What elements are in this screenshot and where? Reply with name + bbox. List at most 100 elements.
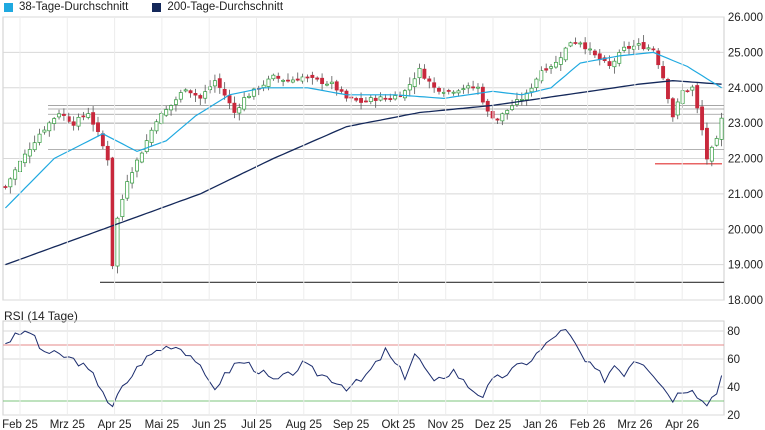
candle-body xyxy=(617,52,622,64)
rsi-tick-label: 80 xyxy=(727,326,740,338)
candle-body xyxy=(568,42,573,47)
candle-body xyxy=(685,90,690,93)
candle-body xyxy=(675,101,680,116)
candle-body xyxy=(456,90,461,94)
candle-body xyxy=(193,93,198,96)
candle-body xyxy=(32,142,37,151)
candle-body xyxy=(666,79,670,100)
price-tick-label: 21.000 xyxy=(728,189,763,201)
price-tick-label: 26.000 xyxy=(728,12,763,24)
candle-body xyxy=(120,199,125,217)
candle-body xyxy=(597,53,602,60)
x-tick-label: Apr 26 xyxy=(665,419,699,430)
candle-body xyxy=(169,105,174,111)
legend-swatch-ma38 xyxy=(4,2,13,12)
candle-body xyxy=(407,84,412,91)
candle-body xyxy=(320,77,325,85)
candle-body xyxy=(700,106,705,131)
price-tick-label: 18.000 xyxy=(728,295,763,307)
candle-body xyxy=(57,113,61,118)
candle-body xyxy=(212,80,217,87)
legend-label-ma38: 38-Tage-Durchschnitt xyxy=(19,1,129,13)
candle-body xyxy=(417,67,422,79)
candle-body xyxy=(388,98,393,100)
candle-body xyxy=(110,157,115,267)
x-tick-label: Okt 25 xyxy=(381,419,415,430)
candle-body xyxy=(125,181,130,199)
candle-body xyxy=(305,76,310,79)
candle-body xyxy=(3,186,8,188)
candle-body xyxy=(393,95,398,100)
candle-body xyxy=(86,113,91,118)
candle-body xyxy=(315,77,320,80)
candle-body xyxy=(622,46,627,51)
candle-body xyxy=(553,61,558,68)
candle-body xyxy=(359,98,364,103)
ma200-line xyxy=(5,80,722,266)
candle-body xyxy=(709,146,714,162)
candle-body xyxy=(222,88,227,96)
price-tick-label: 25.000 xyxy=(728,47,763,59)
x-tick-label: Jan 26 xyxy=(523,419,558,430)
x-tick-label: Sep 25 xyxy=(333,419,369,430)
candle-body xyxy=(437,88,441,92)
rsi-line xyxy=(5,328,723,408)
candle-body xyxy=(135,159,139,172)
candle-body xyxy=(461,88,466,91)
candle-body xyxy=(100,133,105,147)
candle-body xyxy=(281,79,286,82)
price-tick-label: 23.000 xyxy=(728,118,763,130)
candle-body xyxy=(719,117,724,140)
candle-body xyxy=(247,95,251,98)
rsi-grid xyxy=(2,320,725,416)
candle-body xyxy=(471,86,476,89)
candle-body xyxy=(427,78,432,82)
candle-body xyxy=(363,100,368,103)
candle-body xyxy=(651,48,656,51)
candle-body xyxy=(695,85,700,109)
x-tick-label: Mrz 25 xyxy=(50,419,85,430)
candle-body xyxy=(451,91,456,94)
candle-body xyxy=(383,97,388,100)
x-tick-label: Dez 25 xyxy=(475,419,511,430)
candle-body xyxy=(232,102,237,113)
candle-body xyxy=(354,98,359,101)
rsi-tick-label: 20 xyxy=(727,410,740,422)
candle-body xyxy=(402,90,407,99)
candle-body xyxy=(441,91,446,94)
candle-body xyxy=(208,86,212,91)
candle-body xyxy=(144,140,149,153)
candle-body xyxy=(578,42,583,45)
rsi-y-axis: 20 40 60 80 xyxy=(727,326,740,422)
legend-item-ma200: 200-Tage-Durchschnitt xyxy=(152,1,283,13)
candle-body xyxy=(627,45,631,49)
candle-body xyxy=(47,122,52,132)
candle-body xyxy=(480,86,485,103)
candle-body xyxy=(242,97,247,110)
candle-body xyxy=(27,149,32,157)
candle-body xyxy=(96,122,100,132)
candle-body xyxy=(588,48,592,51)
candle-body xyxy=(670,98,675,118)
x-tick-label: Feb 25 xyxy=(2,419,38,430)
candle-body xyxy=(91,112,96,125)
candle-body xyxy=(310,74,315,78)
candle-body xyxy=(188,90,193,94)
candle-body xyxy=(373,97,378,101)
candle-body xyxy=(476,86,480,89)
candle-body xyxy=(607,61,612,67)
candle-body xyxy=(183,89,188,92)
price-y-axis: 18.000 19.000 20.000 21.000 22.000 23.000 24.0… xyxy=(728,12,763,307)
candle-body xyxy=(339,89,344,92)
price-tick-label: 20.000 xyxy=(728,224,763,236)
candle-body xyxy=(76,116,81,127)
candle-body xyxy=(466,85,471,89)
candle-body xyxy=(266,78,271,87)
candle-body xyxy=(237,107,242,114)
candle-body xyxy=(52,118,57,124)
candle-body xyxy=(130,172,135,184)
legend-item-ma38: 38-Tage-Durchschnitt xyxy=(4,1,128,13)
candle-body xyxy=(661,66,666,79)
candle-body xyxy=(631,45,636,50)
candle-body xyxy=(510,105,515,110)
